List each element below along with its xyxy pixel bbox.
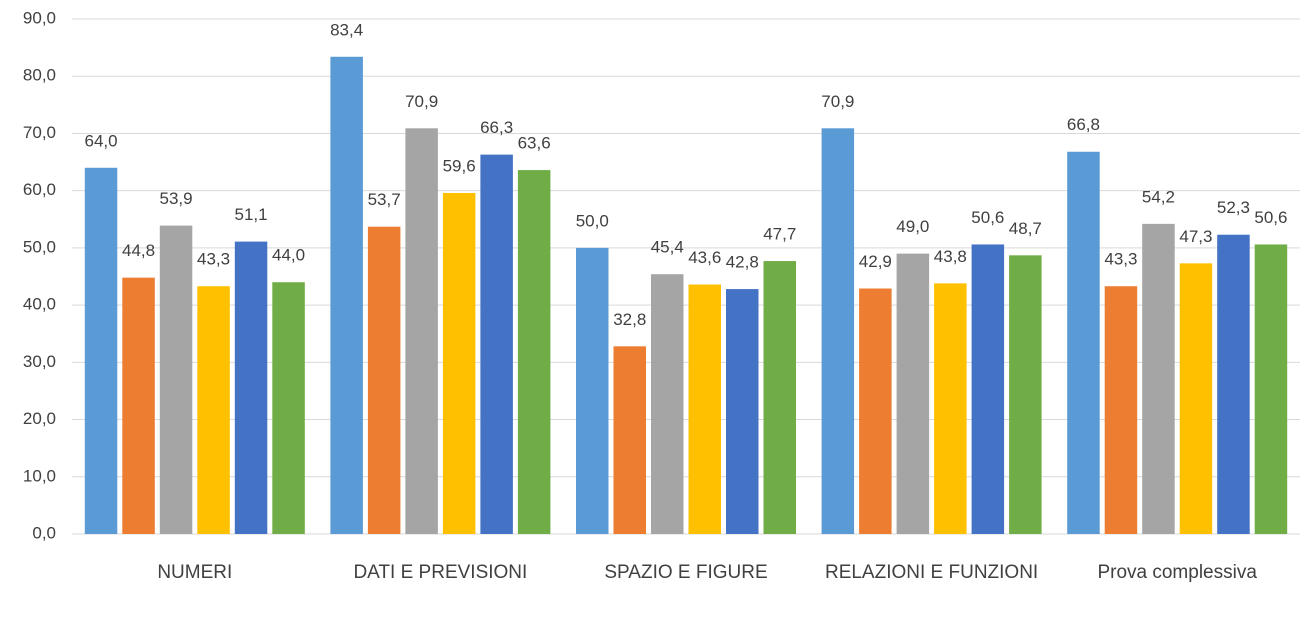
data-label: 42,8: [726, 253, 759, 272]
data-label: 47,7: [763, 225, 796, 244]
bar: [1142, 223, 1175, 534]
x-tick-label: NUMERI: [157, 562, 233, 583]
bar: [613, 346, 646, 534]
x-tick-label: RELAZIONI E FUNZIONI: [824, 562, 1039, 583]
data-label: 52,3: [1217, 198, 1250, 217]
data-label: 50,0: [576, 211, 609, 230]
data-label: 51,1: [235, 205, 268, 224]
data-label: 83,4: [330, 20, 363, 39]
data-label: 45,4: [651, 238, 684, 257]
data-label: 42,9: [859, 252, 892, 271]
y-tick-label: 30,0: [23, 352, 56, 371]
data-label: 59,6: [443, 156, 476, 175]
y-tick-label: 20,0: [23, 409, 56, 428]
bar: [517, 170, 551, 535]
bar: [1104, 286, 1138, 534]
y-tick-label: 40,0: [23, 295, 56, 314]
x-tick-label: DATI E PREVISIONI: [353, 562, 528, 583]
bar: [934, 283, 967, 534]
y-tick-label: 60,0: [23, 180, 56, 199]
data-label: 70,9: [405, 92, 438, 111]
bar: [1009, 255, 1042, 535]
data-label: 53,9: [160, 189, 193, 208]
y-tick-label: 10,0: [23, 466, 56, 485]
y-tick-label: 70,0: [23, 123, 56, 142]
bar: [1179, 263, 1213, 534]
data-label: 66,3: [480, 118, 513, 137]
bar: [330, 56, 363, 535]
bar: [1254, 244, 1288, 534]
data-label: 47,3: [1179, 227, 1212, 246]
bar: [1067, 151, 1100, 534]
bar: [688, 284, 721, 534]
bar: [159, 225, 193, 535]
bar: [651, 274, 684, 534]
bar: [821, 128, 855, 535]
bar: [442, 192, 476, 534]
bar: [197, 286, 230, 534]
bar: [84, 167, 118, 534]
bar: [480, 154, 513, 534]
data-label: 63,6: [518, 134, 551, 153]
bar: [763, 261, 796, 534]
bar: [272, 282, 305, 534]
data-label: 49,0: [896, 217, 929, 236]
data-label: 64,0: [85, 131, 118, 150]
bar: [726, 289, 759, 534]
data-label: 44,0: [272, 246, 305, 265]
data-label: 53,7: [368, 190, 401, 209]
y-tick-label: 80,0: [23, 66, 56, 85]
data-label: 32,8: [613, 310, 646, 329]
bar: [859, 288, 892, 534]
bar: [576, 247, 609, 534]
data-label: 50,6: [1254, 208, 1287, 227]
data-label: 44,8: [122, 241, 155, 260]
x-tick-label: SPAZIO E FIGURE: [604, 562, 768, 583]
bar: [122, 277, 155, 534]
data-label: 48,7: [1009, 219, 1042, 238]
data-label: 70,9: [821, 92, 854, 111]
y-tick-label: 50,0: [23, 237, 56, 256]
y-tick-label: 90,0: [23, 8, 56, 27]
data-label: 43,6: [688, 248, 721, 267]
data-label: 43,3: [197, 250, 230, 269]
data-label: 50,6: [971, 208, 1004, 227]
bar: [1217, 234, 1250, 534]
bar: [367, 226, 401, 534]
bar: [405, 128, 438, 535]
bar: [971, 244, 1005, 534]
bar: [896, 253, 930, 534]
data-label: 66,8: [1067, 115, 1100, 134]
y-tick-label: 0,0: [32, 523, 56, 542]
bar: [234, 241, 268, 534]
x-tick-label: Prova complessiva: [1097, 562, 1257, 583]
data-label: 43,3: [1104, 250, 1137, 269]
data-label: 43,8: [934, 247, 967, 266]
data-label: 54,2: [1142, 187, 1175, 206]
